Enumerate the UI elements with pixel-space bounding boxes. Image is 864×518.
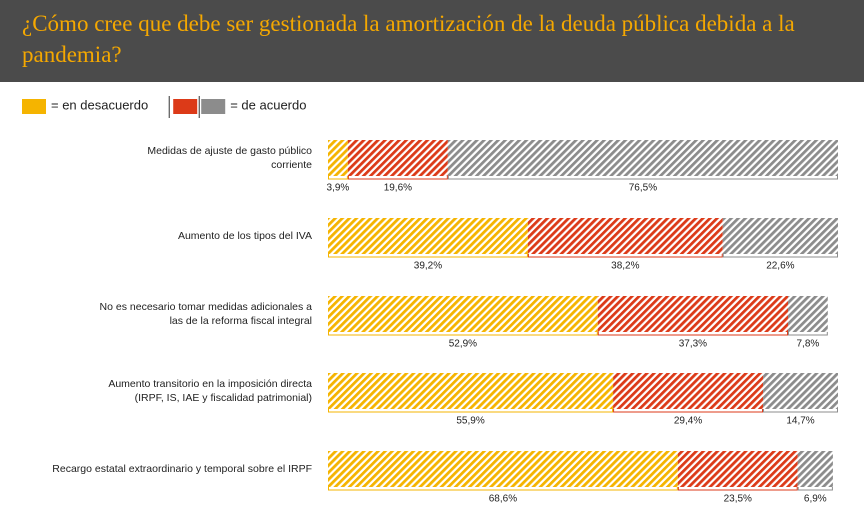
segment-bracket — [763, 409, 838, 413]
bar-segment — [328, 218, 528, 254]
segment-bracket — [722, 254, 838, 258]
segment-bracket — [328, 409, 614, 413]
chart-title: ¿Cómo cree que debe ser gestionada la am… — [22, 11, 795, 67]
category-label: (IRPF, IS, IAE y fiscalidad patrimonial) — [135, 392, 312, 404]
value-label: 39,2% — [414, 261, 442, 272]
value-label: 22,6% — [766, 261, 794, 272]
value-label: 6,9% — [804, 494, 827, 505]
bar-segment — [788, 296, 828, 332]
bar-segment — [328, 140, 348, 176]
segment-bracket — [328, 487, 678, 491]
bar-segment — [447, 140, 838, 176]
value-label: 19,6% — [384, 183, 412, 194]
value-label: 37,3% — [679, 339, 707, 350]
value-label: 14,7% — [786, 416, 814, 427]
bar-segment — [347, 140, 448, 176]
value-label: 76,5% — [629, 183, 657, 194]
segment-bracket — [677, 487, 798, 491]
value-label: 23,5% — [724, 494, 752, 505]
category-label: corriente — [271, 159, 312, 171]
value-label: 52,9% — [449, 339, 477, 350]
bar-segment — [328, 296, 598, 332]
segment-bracket — [527, 254, 723, 258]
value-label: 7,8% — [797, 339, 820, 350]
segment-bracket — [328, 176, 348, 180]
category-label: Aumento de los tipos del IVA — [178, 230, 312, 242]
segment-bracket — [797, 487, 833, 491]
segment-bracket — [597, 332, 789, 336]
category-label: Aumento transitorio en la imposición dir… — [108, 378, 312, 390]
segment-bracket — [328, 332, 598, 336]
bar-segment — [613, 373, 764, 409]
bar-segment — [797, 451, 833, 487]
category-label: Medidas de ajuste de gasto público — [147, 145, 312, 157]
category-label: las de la reforma fiscal integral — [170, 315, 312, 327]
category-label: Recargo estatal extraordinario y tempora… — [52, 463, 312, 475]
value-label: 3,9% — [327, 183, 350, 194]
header: ¿Cómo cree que debe ser gestionada la am… — [0, 0, 864, 82]
bar-segment — [677, 451, 798, 487]
value-label: 29,4% — [674, 416, 702, 427]
segment-bracket — [788, 332, 828, 336]
value-label: 68,6% — [489, 494, 517, 505]
bar-segment — [763, 373, 838, 409]
category-label: No es necesario tomar medidas adicionale… — [100, 301, 313, 313]
segment-bracket — [447, 176, 838, 180]
legend-swatch — [22, 99, 46, 114]
value-label: 55,9% — [456, 416, 484, 427]
segment-bracket — [613, 409, 764, 413]
legend-label: = en desacuerdo — [51, 97, 148, 112]
legend-swatch — [173, 99, 198, 114]
bar-segment — [597, 296, 789, 332]
segment-bracket — [328, 254, 528, 258]
segment-bracket — [347, 176, 448, 180]
value-label: 38,2% — [611, 261, 639, 272]
bar-segment — [328, 373, 614, 409]
bar-segment — [722, 218, 838, 254]
bar-segment — [328, 451, 678, 487]
bar-segment — [527, 218, 723, 254]
legend-label: = de acuerdo — [230, 97, 306, 112]
legend-swatch — [201, 99, 226, 114]
